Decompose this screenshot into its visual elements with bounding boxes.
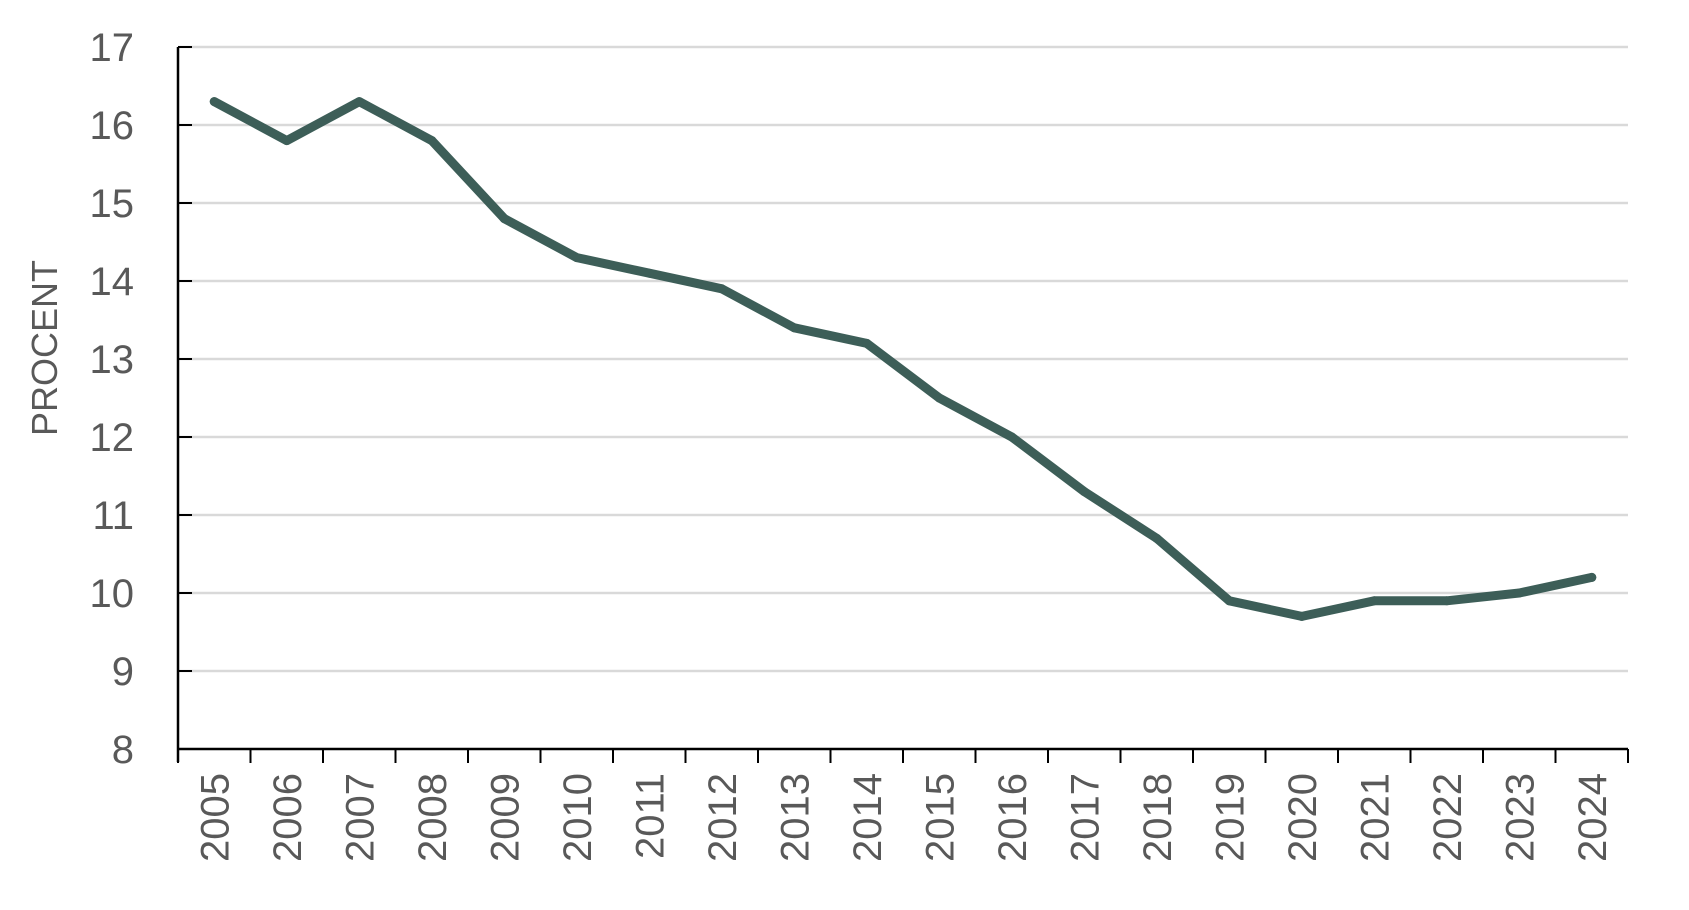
y-tick-label: 13 [90, 338, 135, 382]
data-point [1514, 588, 1524, 598]
data-point [1007, 432, 1017, 442]
data-point [354, 97, 364, 107]
x-tick-label: 2024 [1571, 773, 1615, 862]
x-tick-label: 2011 [628, 773, 672, 859]
x-tick-label: 2019 [1208, 773, 1252, 862]
data-point [862, 338, 872, 348]
y-tick-label: 9 [112, 650, 134, 694]
x-tick-label: 2012 [701, 773, 745, 862]
x-tick-label: 2021 [1353, 773, 1397, 862]
data-point [1224, 596, 1234, 606]
x-tick-label: 2008 [411, 773, 455, 862]
data-point [1297, 611, 1307, 621]
x-tick-label: 2017 [1063, 773, 1107, 862]
x-tick-label: 2005 [193, 773, 237, 862]
x-tick-label: 2020 [1281, 773, 1325, 862]
x-tick-label: 2006 [266, 773, 310, 862]
data-point [1587, 572, 1597, 582]
data-point [427, 136, 437, 146]
data-point [209, 97, 219, 107]
data-point [644, 268, 654, 278]
y-tick-label: 12 [90, 416, 135, 460]
y-tick-label: 8 [112, 728, 134, 772]
data-point [1369, 596, 1379, 606]
data-point [1152, 533, 1162, 543]
x-axis: 2005 2006 2007 2008 2009 2010 2011 2012 2013 2014… [177, 747, 1629, 862]
y-tick-label: 16 [90, 104, 135, 148]
x-tick-label: 2010 [556, 773, 600, 862]
x-tick-label: 2014 [846, 773, 890, 862]
x-tick-label: 2023 [1498, 773, 1542, 862]
gridlines [178, 45, 1628, 673]
y-tick-label: 15 [90, 182, 135, 226]
y-axis: 8 9 10 11 12 13 14 15 16 17 [90, 26, 192, 772]
y-tick-label: 14 [90, 260, 135, 304]
data-point [499, 214, 509, 224]
x-tick-label: 2007 [338, 773, 382, 862]
data-point [789, 323, 799, 333]
data-point [717, 284, 727, 294]
x-tick-label: 2016 [991, 773, 1035, 862]
x-tick-label: 2013 [773, 773, 817, 862]
series-line [209, 97, 1597, 621]
data-point [1442, 596, 1452, 606]
x-tick-label: 2018 [1136, 773, 1180, 862]
data-point [934, 393, 944, 403]
data-point [282, 136, 292, 146]
x-tick-label: 2009 [483, 773, 527, 862]
series-layer [209, 97, 1597, 621]
y-axis-title: PROCENT [24, 260, 65, 436]
x-tick-label: 2022 [1426, 773, 1470, 862]
x-tick-label: 2015 [918, 773, 962, 862]
y-tick-label: 10 [90, 572, 135, 616]
data-point [572, 253, 582, 263]
y-tick-label: 17 [90, 26, 135, 70]
data-point [1079, 487, 1089, 497]
y-tick-label: 11 [92, 494, 134, 538]
